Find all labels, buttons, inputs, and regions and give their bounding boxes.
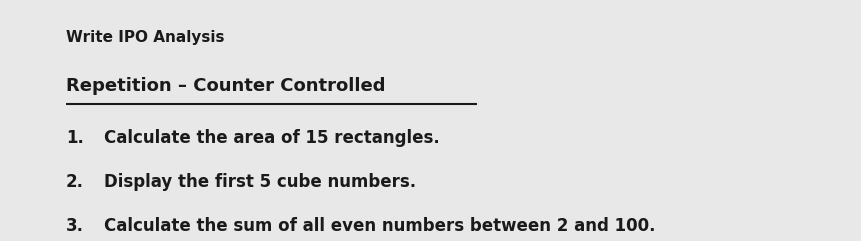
Text: Write IPO Analysis: Write IPO Analysis	[65, 30, 224, 45]
Text: Display the first 5 cube numbers.: Display the first 5 cube numbers.	[104, 173, 416, 191]
Text: Calculate the area of 15 rectangles.: Calculate the area of 15 rectangles.	[104, 129, 440, 147]
Text: 2.: 2.	[65, 173, 84, 191]
Text: Calculate the sum of all even numbers between 2 and 100.: Calculate the sum of all even numbers be…	[104, 217, 655, 235]
Text: 3.: 3.	[65, 217, 84, 235]
Text: Repetition – Counter Controlled: Repetition – Counter Controlled	[65, 77, 385, 95]
Text: 1.: 1.	[65, 129, 84, 147]
